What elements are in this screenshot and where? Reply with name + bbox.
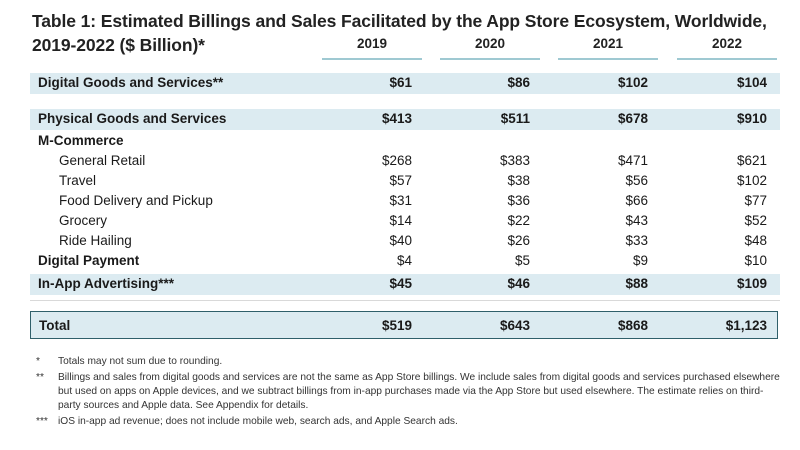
- cell-2021: $56: [625, 173, 648, 188]
- cell-2019: $57: [389, 173, 412, 188]
- row-general-retail: General Retail $268 $383 $471 $621: [30, 151, 780, 171]
- footnote: * Totals may not sum due to rounding.: [32, 355, 782, 369]
- cell-2019: $61: [389, 75, 412, 90]
- footnote: *** iOS in-app ad revenue; does not incl…: [32, 415, 782, 429]
- cell-2021: $471: [617, 153, 648, 168]
- cell-2021: $33: [625, 233, 648, 248]
- cell-2022: $102: [736, 173, 767, 188]
- cell-2020: $383: [499, 153, 530, 168]
- footnote-mark: ***: [36, 416, 48, 427]
- cell-2019: $519: [381, 318, 412, 333]
- cell-2019: $14: [389, 213, 412, 228]
- year-header-2021: 2021: [558, 36, 658, 60]
- row-physical-goods: Physical Goods and Services $413 $511 $6…: [30, 109, 780, 130]
- cell-2022: $104: [736, 75, 767, 90]
- cell-2022: $77: [744, 193, 767, 208]
- cell-2020: $86: [507, 75, 530, 90]
- cell-2021: $43: [625, 213, 648, 228]
- table-title-line1: Table 1: Estimated Billings and Sales Fa…: [32, 11, 767, 31]
- row-digital-payment: Digital Payment $4 $5 $9 $10: [30, 251, 780, 271]
- footnote-mark: **: [36, 372, 44, 383]
- cell-2021: $9: [632, 253, 648, 268]
- cell-2022: $48: [744, 233, 767, 248]
- cell-2020: $38: [507, 173, 530, 188]
- row-label: Grocery: [59, 213, 108, 228]
- row-label: Physical Goods and Services: [38, 111, 227, 126]
- row-mcommerce: M-Commerce: [30, 131, 780, 151]
- cell-2021: $678: [617, 111, 648, 126]
- cell-2020: $46: [507, 276, 530, 291]
- row-label: Travel: [59, 173, 97, 188]
- cell-2022: $109: [736, 276, 767, 291]
- cell-2021: $66: [625, 193, 648, 208]
- cell-2020: $36: [507, 193, 530, 208]
- footnote-text: Totals may not sum due to rounding.: [58, 356, 223, 367]
- row-in-app-advertising: In-App Advertising*** $45 $46 $88 $109: [30, 274, 780, 295]
- cell-2020: $511: [500, 111, 530, 126]
- footnotes: * Totals may not sum due to rounding. **…: [32, 355, 782, 431]
- cell-2022: $52: [744, 213, 767, 228]
- row-label: General Retail: [59, 153, 146, 168]
- cell-2019: $45: [389, 276, 412, 291]
- cell-2019: $40: [389, 233, 412, 248]
- row-label: Total: [39, 318, 71, 333]
- row-food-delivery: Food Delivery and Pickup $31 $36 $66 $77: [30, 191, 780, 211]
- row-label: Food Delivery and Pickup: [59, 193, 213, 208]
- cell-2020: $643: [499, 318, 530, 333]
- row-digital-goods: Digital Goods and Services** $61 $86 $10…: [30, 73, 780, 94]
- footnote: ** Billings and sales from digital goods…: [32, 371, 782, 413]
- row-total: Total $519 $643 $868 $1,123: [30, 311, 778, 339]
- year-header-2022: 2022: [677, 36, 777, 60]
- row-label: In-App Advertising***: [38, 276, 175, 291]
- table-divider: [30, 300, 780, 301]
- cell-2019: $4: [396, 253, 412, 268]
- cell-2021: $868: [617, 318, 648, 333]
- year-header-2020: 2020: [440, 36, 540, 60]
- row-travel: Travel $57 $38 $56 $102: [30, 171, 780, 191]
- cell-2022: $10: [744, 253, 767, 268]
- cell-2020: $26: [507, 233, 530, 248]
- cell-2022: $621: [736, 153, 767, 168]
- cell-2021: $88: [625, 276, 648, 291]
- cell-2019: $413: [381, 111, 412, 126]
- table-title: Table 1: Estimated Billings and Sales Fa…: [32, 9, 772, 57]
- row-label: Ride Hailing: [59, 233, 132, 248]
- cell-2021: $102: [617, 75, 648, 90]
- row-grocery: Grocery $14 $22 $43 $52: [30, 211, 780, 231]
- cell-2019: $31: [389, 193, 412, 208]
- row-ride-hailing: Ride Hailing $40 $26 $33 $48: [30, 231, 780, 251]
- year-header-2019: 2019: [322, 36, 422, 60]
- cell-2019: $268: [381, 153, 412, 168]
- table-title-line2: 2019-2022 ($ Billion)*: [32, 35, 205, 55]
- row-label: M-Commerce: [38, 133, 124, 148]
- row-label: Digital Payment: [38, 253, 140, 268]
- cell-2022: $1,123: [725, 318, 767, 333]
- cell-2020: $22: [507, 213, 530, 228]
- footnote-text: Billings and sales from digital goods an…: [58, 372, 780, 411]
- row-label: Digital Goods and Services**: [38, 75, 224, 90]
- cell-2020: $5: [514, 253, 530, 268]
- cell-2022: $910: [736, 111, 767, 126]
- footnote-mark: *: [36, 356, 40, 367]
- footnote-text: iOS in-app ad revenue; does not include …: [58, 416, 458, 427]
